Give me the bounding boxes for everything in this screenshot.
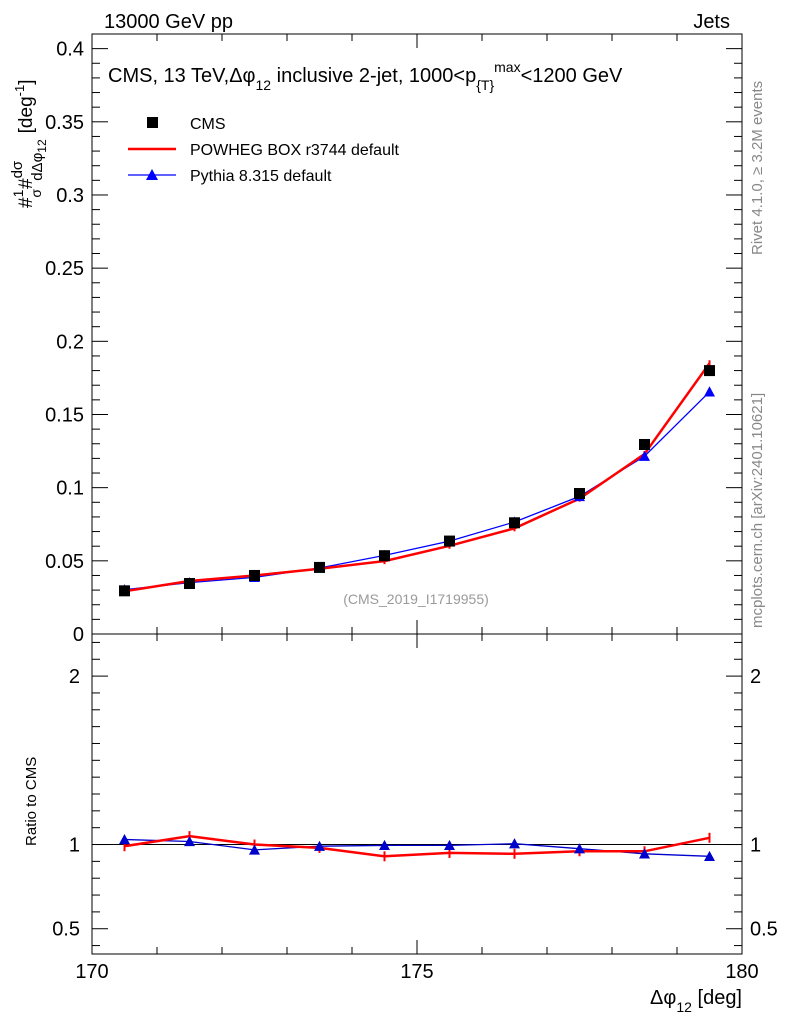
legend-marker-cms [147, 117, 158, 128]
y-tick-label: 0.25 [45, 258, 84, 280]
cms-point [704, 365, 715, 377]
cms-point [379, 550, 390, 562]
legend-label-pythia: Pythia 8.315 default [190, 168, 332, 185]
ratio-pythia-point [314, 840, 325, 851]
y-tick-label: 0.3 [56, 185, 84, 207]
ratio-tick-label-right: 1 [750, 835, 761, 857]
legend: CMS POWHEG BOX r3744 default Pythia 8.31… [128, 116, 400, 185]
y-tick-label: 0.1 [56, 478, 84, 500]
y-tick-label-zero: 0 [73, 624, 84, 646]
pythia-point [704, 386, 715, 397]
cms-point [444, 535, 455, 547]
ratio-pythia-point [444, 839, 455, 851]
y-tick-label: 0.35 [45, 112, 84, 134]
ratio-tick-label: 1 [69, 835, 80, 857]
x-tick-label: 180 [725, 961, 758, 983]
y-tick-label: 0.4 [56, 39, 84, 61]
x-axis-label: Δφ12 [deg] [650, 987, 742, 1015]
x-tick-label: 175 [400, 961, 433, 983]
cms-point [184, 578, 195, 590]
pythia-point [639, 450, 650, 461]
chart-title: CMS, 13 TeV,Δφ12 inclusive 2-jet, 1000<p… [108, 59, 623, 93]
ratio-pythia-point [184, 835, 195, 847]
ratio-tick-label-right: 2 [750, 666, 761, 688]
pythia-line [124, 391, 710, 591]
cms-point [249, 569, 260, 581]
y-tick-label: 0.05 [45, 551, 84, 573]
ratio-pythia-point [249, 844, 260, 855]
x-tick-label: 170 [75, 961, 108, 983]
y-tick-label: 0.2 [56, 331, 84, 353]
side-label-mcplots: mcplots.cern.ch [arXiv:2401.10621] [749, 393, 766, 628]
ratio-axes: 170 175 180 0.5 0.5 1 1 2 2 [52, 634, 778, 983]
main-axes: 0.05 0.1 0.15 0.2 0.25 0.3 0.35 0.4 0 [45, 34, 743, 646]
ratio-y-axis-label: Ratio to CMS [23, 757, 40, 846]
ratio-pythia-point [574, 843, 585, 854]
legend-label-cms: CMS [190, 116, 226, 133]
ratio-plot-frame [91, 633, 743, 955]
cms-point [639, 438, 650, 450]
analysis-watermark: (CMS_2019_I1719955) [343, 591, 489, 607]
y-tick-label: 0.15 [45, 404, 84, 426]
ratio-powheg-line [124, 834, 710, 858]
ratio-data [119, 831, 715, 862]
powheg-line [124, 362, 711, 593]
y-axis-label: #1 σ#dσ dΔφ12[deg-1] [9, 80, 49, 208]
ratio-pythia-point [119, 833, 130, 845]
ratio-tick-label-right: 0.5 [750, 919, 778, 941]
ratio-pythia-point [509, 838, 520, 849]
main-data [119, 360, 715, 597]
ratio-tick-label: 0.5 [52, 919, 80, 941]
header-right: Jets [693, 11, 730, 33]
legend-marker-pythia [146, 169, 158, 180]
header-left: 13000 GeV pp [104, 11, 233, 33]
ratio-pythia-point [639, 848, 650, 859]
cms-point [574, 488, 585, 500]
cms-point [509, 517, 520, 529]
legend-label-powheg: POWHEG BOX r3744 default [190, 142, 400, 159]
ratio-pythia-point [704, 850, 715, 861]
ratio-pythia-point [379, 839, 390, 851]
ratio-tick-label: 2 [69, 666, 80, 688]
side-label-rivet: Rivet 4.1.0, ≥ 3.2M events [749, 81, 766, 255]
cms-point [314, 561, 325, 573]
cms-point [119, 585, 130, 597]
